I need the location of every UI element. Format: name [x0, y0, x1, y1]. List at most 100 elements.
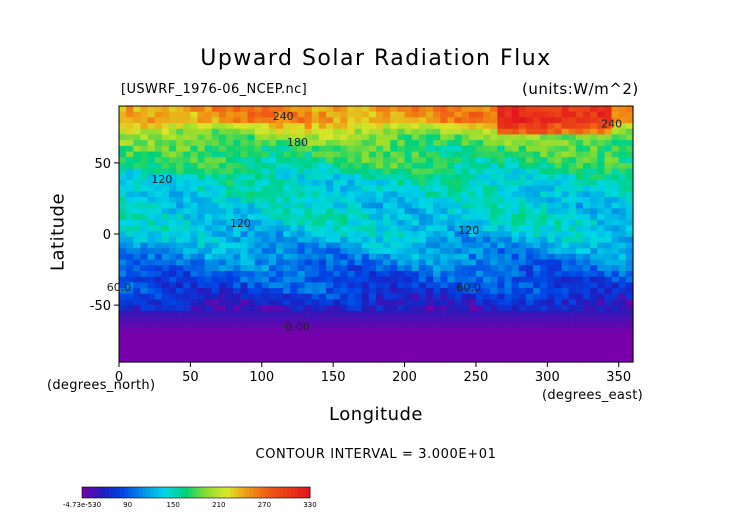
heatmap-cell: [525, 191, 534, 198]
heatmap-cell: [404, 157, 413, 164]
heatmap-cell: [311, 214, 320, 221]
heatmap-cell: [575, 339, 584, 346]
heatmap-cell: [340, 151, 349, 158]
heatmap-cell: [133, 208, 142, 215]
heatmap-cell: [404, 339, 413, 346]
heatmap-cell: [611, 242, 620, 249]
heatmap-cell: [168, 202, 177, 209]
heatmap-cell: [590, 350, 598, 357]
heatmap-cell: [554, 253, 563, 261]
heatmap-cell: [518, 350, 527, 357]
heatmap-cell: [590, 191, 598, 198]
heatmap-cell: [376, 111, 384, 118]
heatmap-cell: [433, 344, 441, 352]
heatmap-cell: [461, 151, 470, 158]
heatmap-cell: [119, 111, 127, 118]
heatmap-cell: [276, 339, 284, 346]
heatmap-cell: [404, 259, 413, 266]
heatmap-cell: [547, 356, 556, 363]
heatmap-cell: [376, 145, 384, 153]
heatmap-cell: [418, 333, 427, 340]
heatmap-cell: [333, 168, 341, 175]
heatmap-cell: [604, 265, 613, 272]
heatmap-cell: [418, 225, 427, 232]
heatmap-cell: [233, 270, 241, 278]
heatmap-cell: [347, 106, 356, 113]
heatmap-cell: [218, 333, 227, 340]
heatmap-cell: [318, 293, 327, 301]
heatmap-cell: [611, 219, 620, 227]
heatmap-cell: [547, 157, 556, 164]
heatmap-cell: [276, 134, 284, 141]
heatmap-cell: [197, 350, 206, 357]
heatmap-cell: [418, 270, 427, 278]
heatmap-cell: [161, 310, 170, 318]
heatmap-cell: [590, 322, 598, 329]
heatmap-cell: [233, 151, 241, 158]
heatmap-cell: [383, 327, 391, 335]
heatmap-cell: [240, 276, 249, 283]
heatmap-cell: [604, 225, 613, 232]
heatmap-cell: [161, 356, 170, 363]
heatmap-cell: [554, 185, 563, 192]
heatmap-cell: [483, 299, 491, 306]
heatmap-cell: [590, 282, 598, 289]
heatmap-cell: [204, 316, 213, 323]
heatmap-cell: [276, 327, 284, 335]
heatmap-cell: [447, 248, 456, 255]
heatmap-cell: [525, 344, 534, 352]
heatmap-cell: [140, 185, 149, 192]
heatmap-cell: [276, 276, 284, 283]
heatmap-cell: [497, 236, 506, 244]
heatmap-cell: [261, 236, 270, 244]
heatmap-cell: [376, 253, 384, 261]
heatmap-cell: [176, 339, 184, 346]
heatmap-cell: [418, 162, 427, 170]
heatmap-cell: [525, 117, 534, 124]
heatmap-cell: [475, 270, 484, 278]
heatmap-cell: [261, 339, 270, 346]
heatmap-cell: [176, 265, 184, 272]
heatmap-cell: [190, 322, 199, 329]
heatmap-cell: [575, 344, 584, 352]
heatmap-cell: [368, 253, 377, 261]
heatmap-cell: [276, 174, 284, 181]
heatmap-cell: [376, 344, 384, 352]
heatmap-cell: [176, 134, 184, 141]
heatmap-cell: [490, 316, 498, 323]
heatmap-cell: [568, 162, 577, 170]
heatmap-cell: [561, 253, 570, 261]
heatmap-cell: [190, 202, 199, 209]
heatmap-cell: [611, 305, 620, 312]
heatmap-cell: [190, 270, 199, 278]
heatmap-cell: [618, 236, 627, 244]
heatmap-cell: [404, 265, 413, 272]
heatmap-cell: [204, 236, 213, 244]
heatmap-cell: [518, 202, 527, 209]
heatmap-cell: [511, 145, 520, 153]
heatmap-cell: [597, 202, 606, 209]
heatmap-cell: [218, 282, 227, 289]
heatmap-cell: [240, 270, 249, 278]
heatmap-cell: [604, 128, 613, 136]
heatmap-cell: [454, 197, 463, 204]
heatmap-cell: [247, 128, 256, 136]
heatmap-cell: [183, 106, 191, 113]
heatmap-cell: [618, 305, 627, 312]
heatmap-cell: [304, 327, 313, 335]
heatmap-cell: [583, 219, 591, 227]
heatmap-cell: [511, 310, 520, 318]
heatmap-cell: [176, 168, 184, 175]
heatmap-cell: [525, 106, 534, 113]
heatmap-cell: [168, 117, 177, 124]
heatmap-cell: [383, 248, 391, 255]
heatmap-cell: [247, 282, 256, 289]
heatmap-cell: [233, 344, 241, 352]
heatmap-cell: [147, 276, 156, 283]
heatmap-cell: [590, 316, 598, 323]
heatmap-cell: [376, 208, 384, 215]
heatmap-cell: [318, 197, 327, 204]
heatmap-cell: [418, 179, 427, 187]
heatmap-cell: [297, 157, 306, 164]
heatmap-cell: [297, 248, 306, 255]
